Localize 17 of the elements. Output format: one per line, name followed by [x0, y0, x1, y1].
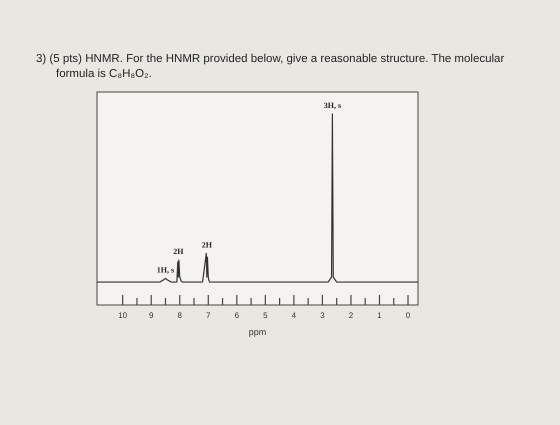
x-tick-label: 0 [406, 311, 411, 320]
annotation: 1H, s [156, 265, 174, 274]
x-tick-label: 1 [377, 311, 382, 320]
x-tick-label: 8 [178, 311, 183, 320]
annotation: 3H, s [324, 101, 342, 110]
x-tick-label: 2 [348, 311, 354, 320]
x-tick-label: 3 [320, 311, 326, 320]
annotation: 2H [173, 247, 184, 256]
chart-title: 3) (5 pts) HNMR. For the HNMR provided below, give a reasonable structure. The molecular formula is C₈H₈O₂. [36, 53, 504, 80]
x-tick-label: 5 [263, 311, 268, 320]
x-tick-label: 6 [234, 311, 240, 320]
x-tick-label: 10 [118, 311, 128, 320]
x-tick-label: 7 [206, 311, 212, 320]
x-axis-title: ppm [248, 327, 266, 337]
x-tick-label: 4 [292, 311, 297, 320]
annotation: 2H [202, 240, 213, 250]
x-tick-label: 9 [148, 311, 154, 320]
